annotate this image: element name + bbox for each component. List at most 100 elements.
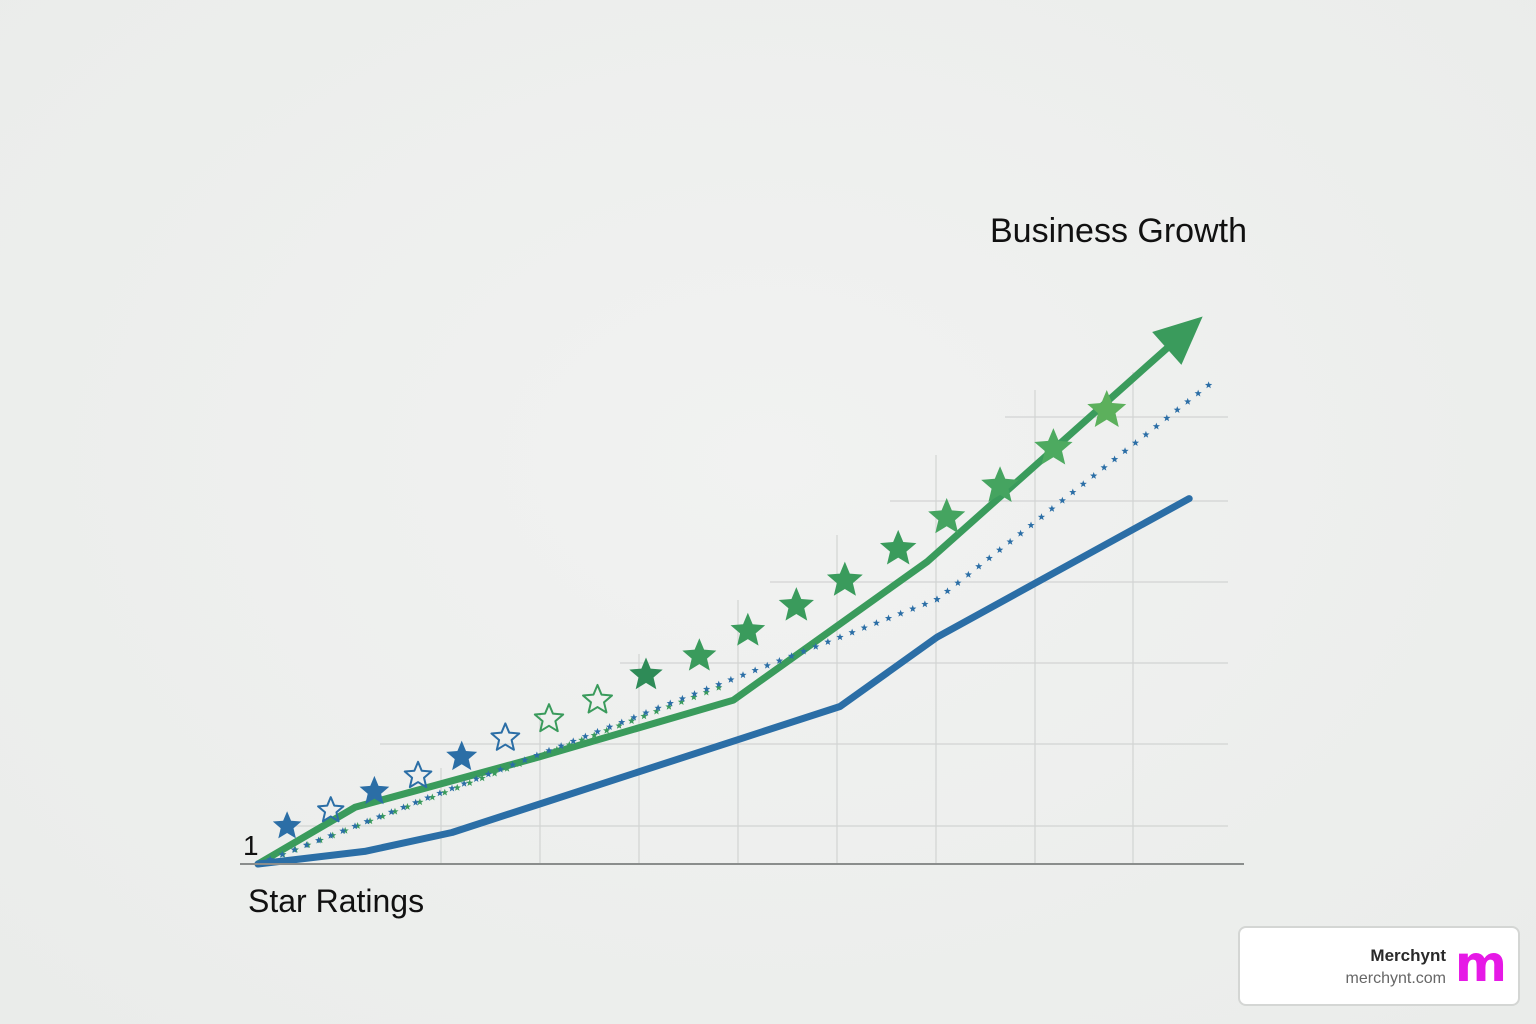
dotted-star-point	[581, 732, 589, 740]
dotted-star-point	[509, 760, 517, 768]
dotted-star-point	[848, 628, 856, 636]
dotted-star-point	[1131, 439, 1140, 446]
dotted-star-point	[1152, 422, 1160, 430]
dotted-star-point	[553, 745, 561, 753]
dotted-star-point	[615, 721, 623, 729]
dotted-star-point	[545, 746, 553, 754]
dotted-star-point	[302, 841, 311, 849]
dotted-star-point	[375, 812, 383, 820]
dotted-star-point	[666, 699, 674, 707]
dotted-star-point	[606, 723, 614, 731]
dotted-star-point	[503, 764, 511, 772]
star-marker	[981, 466, 1019, 503]
dotted-star-point	[351, 822, 359, 830]
dotted-star-point	[1079, 480, 1087, 488]
dotted-star-point	[478, 774, 486, 782]
y-tick-label: 1	[243, 830, 259, 861]
star-marker	[629, 657, 663, 690]
growth-arrow-head	[1152, 316, 1203, 365]
dotted-star-point	[466, 779, 474, 787]
star-marker	[1087, 389, 1127, 427]
series-group	[254, 316, 1213, 868]
dotted-star-point	[521, 756, 529, 764]
star-marker	[778, 587, 814, 621]
dotted-star-point	[1173, 406, 1181, 413]
dotted-star-point	[441, 788, 449, 796]
dotted-star-point	[315, 836, 323, 844]
dotted-star-point	[860, 623, 868, 631]
dotted-star-point	[590, 731, 598, 739]
star-marker	[582, 683, 613, 714]
dotted-star-point	[565, 741, 573, 748]
dotted-star-point	[1058, 496, 1066, 504]
dotted-star-point	[1110, 455, 1119, 463]
dotted-star-point	[1048, 504, 1056, 512]
dotted-star-point	[327, 831, 335, 839]
dotted-star-point	[290, 846, 298, 853]
dotted-star-point	[739, 671, 747, 679]
dotted-star-point	[996, 546, 1004, 554]
dotted-star-point	[652, 707, 661, 715]
dotted-star-point	[1016, 529, 1025, 537]
star-marker	[928, 498, 966, 534]
dotted-star-point	[557, 742, 565, 749]
dotted-star-point	[1090, 472, 1098, 479]
dotted-star-point	[391, 807, 399, 815]
dotted-star-point	[1184, 397, 1192, 405]
dotted-star-point	[943, 587, 952, 595]
dotted-star-point	[266, 855, 274, 863]
dotted-star-point	[690, 690, 699, 697]
dotted-star-point	[1204, 381, 1213, 389]
dotted-star-point	[872, 619, 880, 627]
dotted-star-point	[490, 769, 499, 777]
star-marker	[682, 638, 717, 671]
star-marker	[359, 775, 390, 805]
star-markers	[272, 389, 1127, 839]
dotted-star-point	[964, 570, 972, 578]
dotted-star-point	[630, 713, 638, 721]
dotted-star-point	[1069, 488, 1077, 496]
dotted-star-point	[533, 751, 541, 759]
dotted-star-point	[453, 783, 461, 791]
dotted-star-point	[448, 784, 456, 792]
dotted-star-point	[640, 712, 648, 720]
dotted-star-point	[540, 750, 549, 758]
brand-badge: Merchynt merchynt.com m	[1238, 926, 1520, 1006]
dotted-star-point	[715, 680, 723, 688]
star-marker	[272, 811, 302, 839]
dotted-star-point	[569, 737, 577, 745]
dotted-star-point	[339, 827, 347, 834]
star-marker	[730, 612, 766, 646]
dotted-star-point	[909, 605, 917, 612]
business-growth-annotation: Business Growth	[990, 212, 1247, 250]
dotted-star-point	[954, 579, 962, 586]
dotted-star-point	[1006, 537, 1014, 545]
dotted-star-point	[1142, 430, 1150, 438]
dotted-star-point	[975, 562, 983, 570]
dotted-star-point	[387, 808, 395, 816]
dotted-star-point	[378, 812, 387, 820]
dotted-star-point	[627, 717, 636, 725]
dotted-star-point	[677, 698, 686, 705]
series-line-3	[254, 495, 1193, 868]
dotted-star-point	[428, 793, 436, 801]
dotted-star-point	[363, 817, 371, 825]
dotted-star-point	[985, 554, 993, 562]
dotted-star-point	[678, 694, 686, 702]
dotted-star-point	[515, 760, 524, 767]
brand-name: Merchynt	[1370, 946, 1446, 965]
star-marker	[826, 561, 863, 596]
dotted-star-point	[578, 736, 586, 744]
star-marker	[317, 796, 345, 823]
dotted-star-point	[496, 765, 505, 773]
dotted-star-point	[690, 693, 698, 701]
dotted-star-point	[824, 638, 832, 645]
dotted-star-point	[703, 685, 711, 693]
dotted-star-point	[665, 702, 673, 710]
dotted-star-point	[1121, 447, 1129, 455]
dotted-star-point	[399, 803, 408, 811]
star-marker	[533, 703, 565, 733]
dotted-star-point	[897, 609, 905, 617]
